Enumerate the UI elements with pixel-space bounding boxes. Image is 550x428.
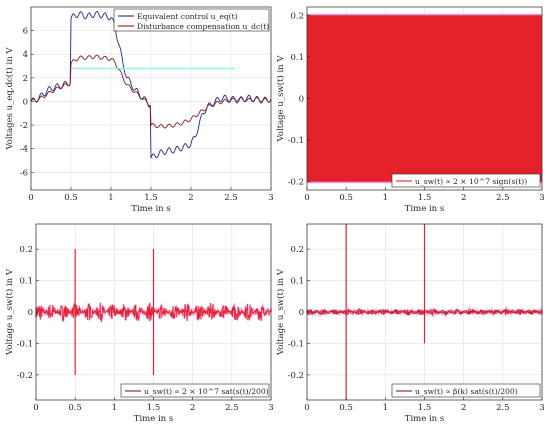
x-tick-label: 2.5 xyxy=(225,403,239,413)
legend: u_sw(t) ∝ 2 × 10^7 sat(s(t)/200) xyxy=(120,383,270,398)
y-tick-label: 2 xyxy=(23,74,28,84)
x-tick-label: 0.5 xyxy=(64,193,78,203)
x-axis-label: Time in s xyxy=(131,204,170,214)
series-line-2 xyxy=(30,54,272,129)
legend-label: u_sw(t) ∝ β(k) sat(s(t)/200) xyxy=(415,387,518,396)
panel-adaptive-sat-switching: 0 0.5 1 1.5 2 2.5 3 -0.2 -0.1 0 0.1 0.2 Time in s Vol… xyxy=(275,223,545,424)
legend-label: Equivalent control u_eq(t) xyxy=(137,12,238,21)
x-tick-label: 2.5 xyxy=(496,193,510,203)
series-band xyxy=(307,15,542,182)
panel-equivalent-control: 0 0.5 1 1.5 2 2.5 3 -6 -4 -2 0 2 4 6 Time in s Voltages… xyxy=(4,6,274,214)
x-axis-label: Time in s xyxy=(134,414,173,424)
legend-box xyxy=(391,173,541,188)
y-tick-label: 4 xyxy=(23,50,28,60)
legend: u_sw(t) ∝ 2 × 10^7 sign(s(t)) xyxy=(391,173,541,188)
panel-sat-switching: 0 0.5 1 1.5 2 2.5 3 -0.2 -0.1 0 0.1 0.2 Time in s Vol… xyxy=(4,223,274,424)
y-tick-label: -0.1 xyxy=(288,136,304,146)
x-axis-label: Time in s xyxy=(405,204,444,214)
x-tick-label: 1.5 xyxy=(418,193,432,203)
y-tick-label: -6 xyxy=(20,168,28,178)
x-tick-label: 2.5 xyxy=(224,193,238,203)
x-tick-label: 0 xyxy=(28,193,33,203)
y-tick-label: -0.1 xyxy=(288,339,304,349)
series-line-1 xyxy=(30,10,272,159)
y-tick-label: 0.2 xyxy=(290,11,304,21)
y-tick-label: -0.2 xyxy=(288,178,304,188)
y-axis-label: Voltage u_sw(t) in V xyxy=(4,268,15,356)
x-tick-label: 2 xyxy=(188,193,193,203)
y-axis-label: Voltage u_sw(t) in V xyxy=(275,268,286,356)
legend-label: Disturbance compensation u_dc(t) xyxy=(137,22,269,31)
legend: Equivalent control u_eq(t)Disturbance co… xyxy=(113,8,270,32)
y-tick-label: -0.2 xyxy=(17,371,33,381)
x-tick-label: 0 xyxy=(304,403,309,413)
x-axis-label: Time in s xyxy=(405,414,444,424)
y-tick-label: 0.1 xyxy=(290,53,304,63)
y-tick-label: 0.2 xyxy=(19,245,33,255)
legend-box xyxy=(120,383,270,398)
panel-sign-switching: 0 0.5 1 1.5 2 2.5 3 -0.2 -0.1 0 0.1 0.2 Time in s Vol… xyxy=(275,6,545,214)
x-tick-label: 3 xyxy=(539,403,544,413)
y-tick-label: -0.2 xyxy=(288,371,304,381)
y-tick-label: 0.1 xyxy=(290,277,304,287)
x-tick-label: 2.5 xyxy=(496,403,510,413)
x-tick-label: 1.5 xyxy=(144,193,158,203)
x-tick-label: 0.5 xyxy=(68,403,82,413)
x-tick-label: 3 xyxy=(268,193,273,203)
y-tick-label: -4 xyxy=(20,145,28,155)
y-tick-label: -0.1 xyxy=(17,339,33,349)
x-tick-label: 3 xyxy=(539,193,544,203)
x-tick-label: 2 xyxy=(461,403,466,413)
x-tick-label: 1 xyxy=(108,193,113,203)
x-tick-label: 2 xyxy=(461,193,466,203)
legend: u_sw(t) ∝ β(k) sat(s(t)/200) xyxy=(391,383,541,398)
x-tick-label: 2 xyxy=(190,403,195,413)
x-tick-label: 0 xyxy=(304,193,309,203)
x-tick-label: 1.5 xyxy=(418,403,432,413)
x-tick-label: 1 xyxy=(112,403,117,413)
x-tick-label: 1 xyxy=(383,193,388,203)
x-tick-label: 1 xyxy=(383,403,388,413)
y-tick-label: 0 xyxy=(299,95,304,105)
y-axis-label: Voltages u_eq,dc(t) in V xyxy=(4,47,15,151)
y-tick-label: 6 xyxy=(23,27,28,37)
x-tick-label: 0 xyxy=(33,403,38,413)
x-tick-label: 0.5 xyxy=(339,193,353,203)
legend-box xyxy=(391,383,541,398)
legend-label: u_sw(t) ∝ 2 × 10^7 sat(s(t)/200) xyxy=(144,387,269,396)
x-tick-label: 3 xyxy=(268,403,273,413)
x-tick-label: 0.5 xyxy=(339,403,353,413)
y-tick-label: 0.2 xyxy=(290,245,304,255)
y-tick-label: 0 xyxy=(299,308,304,318)
x-tick-label: 1.5 xyxy=(147,403,161,413)
y-tick-label: -2 xyxy=(20,121,28,131)
y-axis-label: Voltage u_sw(t) in V xyxy=(275,55,286,143)
y-tick-label: 0 xyxy=(23,97,28,107)
y-tick-label: 0.1 xyxy=(19,277,33,287)
y-tick-label: 0 xyxy=(28,308,33,318)
legend-label: u_sw(t) ∝ 2 × 10^7 sign(s(t)) xyxy=(415,177,527,186)
legend-box xyxy=(113,8,270,32)
